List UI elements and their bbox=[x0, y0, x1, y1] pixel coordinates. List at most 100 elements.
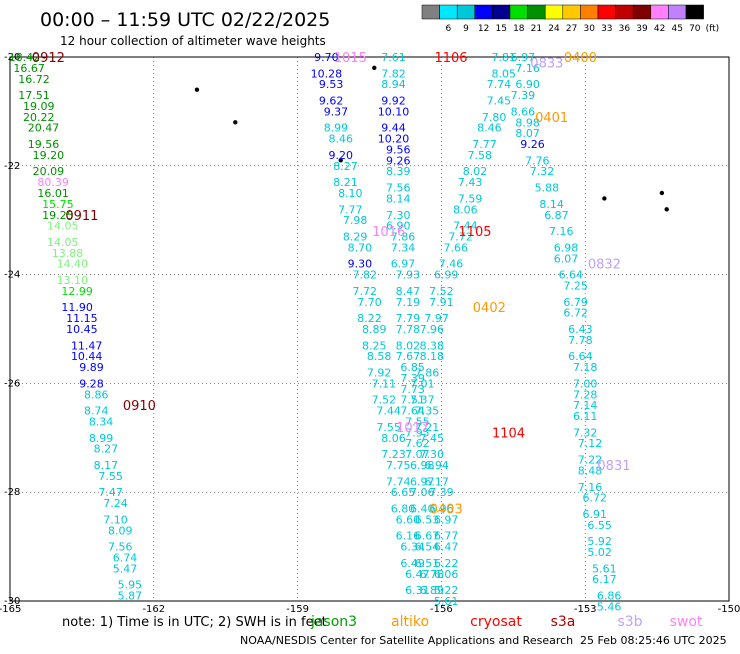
wave-height-label-s3b: 7.28 bbox=[573, 388, 598, 401]
chart-subtitle: 12 hour collection of altimeter wave hei… bbox=[60, 34, 326, 48]
time-tag: 1015 bbox=[334, 51, 367, 66]
island-marker bbox=[664, 207, 669, 212]
islands bbox=[194, 65, 669, 212]
scale-unit: (ft) bbox=[706, 24, 720, 34]
wave-height-label-s3b: 6.79 bbox=[563, 296, 588, 309]
scale-label: 21 bbox=[531, 24, 542, 34]
wave-height-label-s3a: 10.44 bbox=[71, 350, 103, 363]
y-tick-label: -24 bbox=[4, 270, 20, 281]
wave-height-label-s3b: 6.72 bbox=[583, 492, 608, 505]
wave-height-label-s3a: 16.67 bbox=[13, 62, 45, 75]
wave-height-label-s3b: 8.98 bbox=[515, 116, 540, 129]
wave-height-label-cryosat: 10.10 bbox=[378, 105, 410, 118]
wave-height-label-cryosat: 7.86 bbox=[391, 231, 416, 244]
wave-height-label-cryosat: 6.89 bbox=[420, 584, 445, 597]
wave-height-label-cryosat: 7.34 bbox=[391, 241, 416, 254]
wave-height-label-s3a: 20.47 bbox=[28, 122, 60, 135]
wave-height-label-altiko: 7.45 bbox=[420, 432, 445, 445]
scale-label: 12 bbox=[478, 24, 489, 34]
wave-height-label-altiko: 7.52 bbox=[429, 285, 454, 298]
island-marker bbox=[338, 158, 343, 163]
scale-swatch bbox=[421, 4, 440, 20]
footer-timestamp: 25 Feb 08:25:46 UTC 2025 bbox=[580, 634, 727, 647]
wave-height-label-s3a: 16.01 bbox=[37, 187, 69, 200]
wave-height-label-cryosat: 6.98 bbox=[410, 459, 435, 472]
scale-label: 30 bbox=[583, 24, 595, 34]
wave-height-label-altiko: 8.18 bbox=[420, 350, 445, 363]
wave-height-label-cryosat: 8.14 bbox=[386, 192, 411, 205]
time-tag: 0400 bbox=[564, 51, 597, 66]
wave-height-label-swot: 8.22 bbox=[357, 312, 382, 325]
wave-height-label-swot: 8.29 bbox=[343, 231, 368, 244]
wave-height-label-altiko: 8.06 bbox=[453, 203, 478, 216]
scale-label: 24 bbox=[548, 24, 560, 34]
island-marker bbox=[233, 120, 238, 125]
wave-height-label-s3b: 6.91 bbox=[583, 508, 608, 521]
wave-height-label-swot: 8.27 bbox=[333, 160, 358, 173]
wave-height-label-swot: 8.99 bbox=[324, 122, 349, 135]
wave-height-label-altiko: 6.06 bbox=[434, 568, 459, 581]
time-tag: 0831 bbox=[597, 459, 630, 474]
wave-height-label-s3b: 6.86 bbox=[597, 590, 622, 603]
wave-height-label-s3b: 7.25 bbox=[563, 279, 588, 292]
wave-height-label-s3b: 7.32 bbox=[530, 165, 555, 178]
wave-height-label-s3a: 10.45 bbox=[66, 323, 98, 336]
wave-height-label-cryosat: 7.73 bbox=[400, 383, 425, 396]
wave-height-label-cryosat: 9.44 bbox=[381, 122, 406, 135]
wave-height-label-altiko: 7.58 bbox=[467, 149, 492, 162]
time-tag: 1016 bbox=[372, 225, 405, 240]
wave-height-label-swot: 9.20 bbox=[328, 149, 353, 162]
wave-height-label-altiko: 7.72 bbox=[448, 231, 473, 244]
wave-height-label-swot: 9.62 bbox=[319, 95, 344, 108]
wave-height-label-altiko: 7.74 bbox=[487, 78, 512, 91]
wave-height-label-altiko: 6.97 bbox=[434, 513, 459, 526]
wave-height-label-cryosat: 7.78 bbox=[396, 323, 421, 336]
wave-height-label-cryosat: 7.39 bbox=[400, 372, 425, 385]
wave-height-label-altiko: 7.81 bbox=[491, 51, 516, 64]
wave-height-label-s3b: 8.48 bbox=[578, 464, 603, 477]
wave-height-label-s3a: 19.25 bbox=[42, 209, 74, 222]
wave-height-label-s3b: 8.66 bbox=[511, 105, 536, 118]
wave-height-label-cryosat: 6.97 bbox=[410, 475, 435, 488]
wave-height-label-swot: 7.11 bbox=[372, 377, 397, 390]
wave-height-label-altiko: 6.17 bbox=[424, 475, 449, 488]
wave-height-label-s3b: 6.55 bbox=[587, 519, 612, 532]
wave-height-label-cryosat: 7.19 bbox=[396, 296, 421, 309]
time-tag: 0401 bbox=[535, 111, 568, 126]
wave-height-label-cryosat: 6.54 bbox=[415, 541, 440, 554]
wave-height-label-cryosat: 7.93 bbox=[396, 269, 421, 282]
satellite-legend: jason3 altiko cryosat s3a s3b swot bbox=[310, 614, 703, 630]
wave-height-label-swot: 7.23 bbox=[381, 448, 406, 461]
wave-height-label-swot: 6.60 bbox=[396, 513, 421, 526]
scale-swatch bbox=[562, 4, 581, 20]
wave-height-label-s3b: 7.18 bbox=[573, 361, 598, 374]
wave-height-label-s3b: 6.11 bbox=[573, 410, 598, 423]
wave-height-label-s3a: 8.17 bbox=[94, 459, 119, 472]
wave-height-label-cryosat: 8.94 bbox=[381, 78, 406, 91]
time-tag: 1106 bbox=[434, 51, 467, 66]
wave-height-label-swot: 8.25 bbox=[362, 339, 387, 352]
scale-swatch bbox=[439, 4, 458, 20]
scale-swatch bbox=[632, 4, 652, 20]
time-tag: 0910 bbox=[123, 399, 156, 414]
wave-height-label-altiko: 7.30 bbox=[420, 448, 445, 461]
wave-height-label-s3b: 9.26 bbox=[520, 138, 545, 151]
x-tick-label: -150 bbox=[718, 604, 740, 615]
scale-swatch bbox=[597, 4, 616, 20]
x-tick-labels: -165 -162 -159 -156 -153 -150 bbox=[0, 604, 740, 615]
wave-height-label-swot: 7.55 bbox=[376, 421, 401, 434]
wave-height-label-swot: 6.80 bbox=[391, 503, 416, 516]
wave-height-label-s3a: 8.86 bbox=[84, 388, 109, 401]
wave-height-label-cryosat: 7.06 bbox=[410, 486, 435, 499]
wave-height-label-altiko: 8.02 bbox=[463, 165, 488, 178]
time-tag: 1017 bbox=[396, 421, 429, 436]
time-tag: 1104 bbox=[492, 426, 525, 441]
wave-height-label-s3b: 7.12 bbox=[578, 437, 603, 450]
scale-swatch bbox=[580, 4, 599, 20]
wave-height-label-s3a: 8.34 bbox=[89, 415, 114, 428]
scale-label: 39 bbox=[636, 24, 648, 34]
scale-swatch bbox=[474, 4, 493, 20]
wave-height-label-cryosat: 7.51 bbox=[400, 394, 425, 407]
